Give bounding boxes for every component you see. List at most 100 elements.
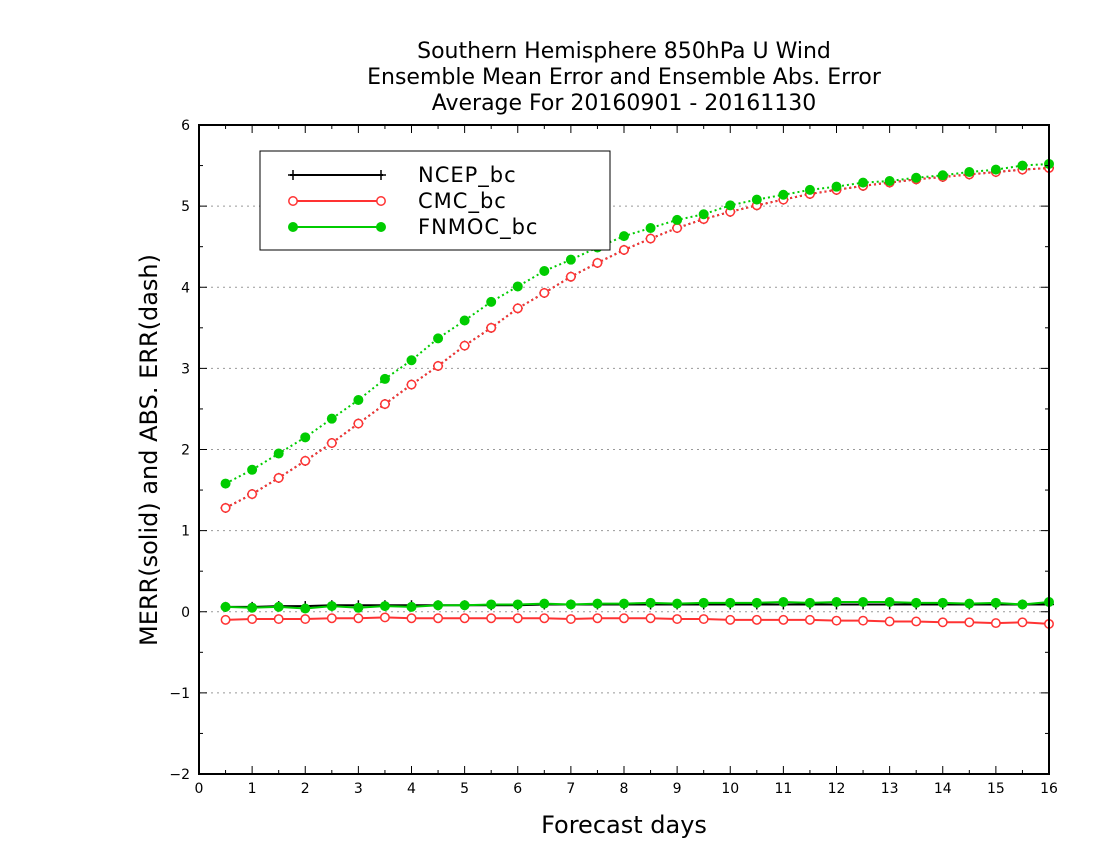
merr-point-fnmoc-bc bbox=[459, 600, 470, 611]
merr-point-fnmoc-bc bbox=[512, 599, 523, 610]
merr-point-cmc-bc bbox=[565, 614, 576, 625]
abs-err-point-fnmoc-bc bbox=[672, 214, 683, 225]
x-tick-label: 5 bbox=[460, 781, 469, 797]
merr-point-cmc-bc bbox=[539, 613, 550, 624]
x-tick-label: 10 bbox=[721, 781, 739, 797]
merr-point-fnmoc-bc bbox=[247, 602, 258, 613]
abs-err-point-fnmoc-bc bbox=[486, 296, 497, 307]
merr-point-fnmoc-bc bbox=[804, 597, 815, 608]
abs-err-point-fnmoc-bc bbox=[725, 200, 736, 211]
x-tick-label: 6 bbox=[513, 781, 522, 797]
abs-err-point-fnmoc-bc bbox=[751, 194, 762, 205]
abs-err-point-fnmoc-bc bbox=[804, 184, 815, 195]
merr-point-fnmoc-bc bbox=[486, 599, 497, 610]
merr-point-cmc-bc bbox=[273, 614, 284, 625]
merr-point-fnmoc-bc bbox=[326, 601, 337, 612]
merr-point-cmc-bc bbox=[220, 614, 231, 625]
y-tick-label: 1 bbox=[181, 524, 190, 540]
abs-err-point-cmc-bc bbox=[220, 502, 231, 513]
legend-label-cmc-bc: CMC_bc bbox=[418, 189, 507, 214]
merr-line-cmc-bc bbox=[225, 616, 1050, 625]
abs-err-point-fnmoc-bc bbox=[539, 266, 550, 277]
merr-point-fnmoc-bc bbox=[433, 600, 444, 611]
y-tick-label: 4 bbox=[181, 280, 190, 296]
merr-point-cmc-bc bbox=[884, 616, 895, 627]
legend-marker-fnmoc-bc bbox=[376, 222, 386, 232]
abs-err-point-fnmoc-bc bbox=[326, 413, 337, 424]
abs-err-point-cmc-bc bbox=[539, 287, 550, 298]
x-tick-label: 2 bbox=[301, 781, 310, 797]
merr-point-cmc-bc bbox=[804, 614, 815, 625]
y-axis-label: MERR(solid) and ABS. ERR(dash) bbox=[135, 254, 163, 646]
y-tick-label: 5 bbox=[181, 199, 190, 215]
merr-point-fnmoc-bc bbox=[353, 602, 364, 613]
abs-err-line-cmc-bc bbox=[225, 166, 1050, 509]
abs-err-point-fnmoc-bc bbox=[831, 181, 842, 192]
merr-point-fnmoc-bc bbox=[911, 597, 922, 608]
abs-err-point-cmc-bc bbox=[379, 399, 390, 410]
merr-point-fnmoc-bc bbox=[831, 597, 842, 608]
x-tick-label: 14 bbox=[934, 781, 952, 797]
x-tick-label: 7 bbox=[566, 781, 575, 797]
merr-point-fnmoc-bc bbox=[858, 597, 869, 608]
abs-err-point-fnmoc-bc bbox=[512, 281, 523, 292]
abs-err-point-fnmoc-bc bbox=[247, 464, 258, 475]
merr-point-cmc-bc bbox=[619, 613, 629, 624]
merr-point-cmc-bc bbox=[459, 613, 470, 624]
merr-point-cmc-bc bbox=[353, 613, 364, 624]
x-tick-label: 8 bbox=[620, 781, 629, 797]
merr-point-fnmoc-bc bbox=[725, 597, 736, 608]
merr-point-fnmoc-bc bbox=[1017, 599, 1028, 610]
legend-marker-ncep-bc bbox=[376, 170, 386, 180]
merr-point-fnmoc-bc bbox=[698, 597, 709, 608]
legend-label-fnmoc-bc: FNMOC_bc bbox=[418, 215, 538, 240]
x-tick-label: 16 bbox=[1040, 781, 1058, 797]
merr-point-fnmoc-bc bbox=[273, 601, 284, 612]
title-line-2: Ensemble Mean Error and Ensemble Abs. Er… bbox=[367, 65, 882, 90]
y-tick-label: 3 bbox=[181, 361, 190, 377]
merr-point-cmc-bc bbox=[433, 613, 444, 624]
merr-point-cmc-bc bbox=[778, 614, 789, 625]
grid bbox=[199, 205, 1049, 694]
y-tick-label: −2 bbox=[169, 767, 190, 783]
abs-err-point-fnmoc-bc bbox=[619, 231, 629, 242]
abs-err-point-cmc-bc bbox=[592, 257, 603, 268]
merr-point-fnmoc-bc bbox=[565, 599, 576, 610]
abs-err-point-fnmoc-bc bbox=[911, 172, 922, 183]
abs-err-point-fnmoc-bc bbox=[353, 395, 364, 406]
abs-err-point-cmc-bc bbox=[512, 303, 523, 314]
merr-point-cmc-bc bbox=[406, 613, 417, 624]
abs-err-point-fnmoc-bc bbox=[858, 177, 869, 188]
merr-point-fnmoc-bc bbox=[619, 598, 629, 609]
chart-title: Southern Hemisphere 850hPa U WindEnsembl… bbox=[367, 39, 882, 116]
abs-err-point-cmc-bc bbox=[565, 271, 576, 282]
abs-err-point-fnmoc-bc bbox=[964, 167, 975, 178]
merr-point-cmc-bc bbox=[1017, 617, 1028, 628]
x-tick-label: 12 bbox=[828, 781, 846, 797]
legend-label-ncep-bc: NCEP_bc bbox=[418, 163, 517, 188]
merr-point-cmc-bc bbox=[592, 613, 603, 624]
merr-point-fnmoc-bc bbox=[592, 598, 603, 609]
merr-point-cmc-bc bbox=[512, 613, 523, 624]
merr-point-fnmoc-bc bbox=[300, 603, 311, 614]
merr-point-fnmoc-bc bbox=[406, 601, 417, 612]
merr-point-cmc-bc bbox=[725, 614, 736, 625]
abs-err-point-cmc-bc bbox=[353, 418, 364, 429]
abs-err-point-cmc-bc bbox=[300, 455, 311, 466]
abs-err-point-fnmoc-bc bbox=[990, 164, 1001, 175]
abs-err-point-fnmoc-bc bbox=[406, 355, 417, 366]
x-tick-label: 13 bbox=[881, 781, 899, 797]
merr-point-fnmoc-bc bbox=[937, 597, 948, 608]
abs-err-point-cmc-bc bbox=[433, 360, 444, 371]
merr-point-cmc-bc bbox=[964, 617, 975, 628]
merr-point-fnmoc-bc bbox=[990, 597, 1001, 608]
abs-err-point-fnmoc-bc bbox=[459, 315, 470, 326]
x-tick-label: 3 bbox=[354, 781, 363, 797]
abs-err-point-cmc-bc bbox=[672, 223, 683, 233]
title-line-1: Southern Hemisphere 850hPa U Wind bbox=[417, 39, 831, 64]
legend-marker-cmc-bc bbox=[288, 196, 298, 206]
x-tick-label: 1 bbox=[248, 781, 257, 797]
merr-point-cmc-bc bbox=[379, 612, 390, 623]
merr-point-cmc-bc bbox=[300, 614, 311, 625]
abs-err-point-cmc-bc bbox=[645, 233, 656, 244]
